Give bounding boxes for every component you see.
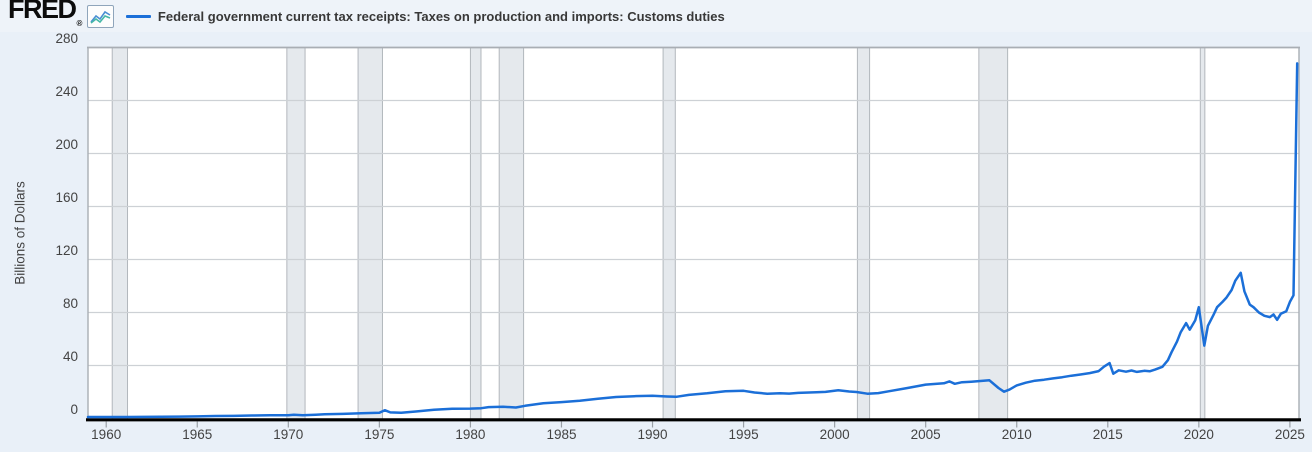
- x-tick-label: 1995: [728, 427, 759, 442]
- fred-logo-text: FRED: [8, 0, 77, 24]
- chart-header: FRED ® Federal government current tax rec…: [0, 0, 1312, 32]
- recession-band: [112, 47, 128, 419]
- recession-band: [286, 47, 306, 419]
- x-tick-label: 2020: [1183, 427, 1214, 442]
- recession-band: [978, 47, 1008, 419]
- x-tick-label: 2015: [1092, 427, 1123, 442]
- x-tick-label: 1990: [637, 427, 668, 442]
- series-title: Federal government current tax receipts:…: [157, 8, 725, 24]
- series-legend-swatch: [125, 14, 151, 18]
- fred-logo: FRED ®: [8, 0, 83, 37]
- plot-background: [88, 47, 1299, 419]
- recession-band: [358, 47, 383, 419]
- y-tick-label: 160: [55, 190, 78, 205]
- registered-trademark: ®: [76, 18, 83, 28]
- mini-chart-lines-icon: [90, 10, 111, 24]
- recession-band: [470, 47, 481, 419]
- x-tick-label: 1985: [546, 427, 577, 442]
- x-tick-label: 2005: [910, 427, 941, 442]
- x-tick-label: 1975: [364, 427, 395, 442]
- x-tick-label: 2025: [1274, 427, 1305, 442]
- x-tick-label: 2010: [1001, 427, 1032, 442]
- x-tick-label: 1965: [182, 427, 213, 442]
- fred-mini-chart-icon: [86, 4, 114, 28]
- x-tick-label: 1960: [91, 427, 122, 442]
- y-tick-label: 40: [62, 349, 78, 364]
- y-tick-label: 280: [55, 31, 78, 46]
- x-tick-label: 1970: [273, 427, 304, 442]
- y-tick-label: 0: [70, 402, 78, 417]
- x-tick-label: 2000: [819, 427, 850, 442]
- y-tick-label: 240: [55, 84, 78, 99]
- recession-band: [499, 47, 524, 419]
- recession-band: [1200, 47, 1205, 419]
- y-tick-label: 80: [62, 296, 78, 311]
- recession-band: [663, 47, 676, 419]
- x-tick-label: 1980: [455, 427, 486, 442]
- recession-band: [857, 47, 870, 419]
- y-tick-label: 200: [55, 137, 78, 152]
- y-tick-label: 120: [55, 243, 78, 258]
- data-series-line: [86, 62, 1299, 419]
